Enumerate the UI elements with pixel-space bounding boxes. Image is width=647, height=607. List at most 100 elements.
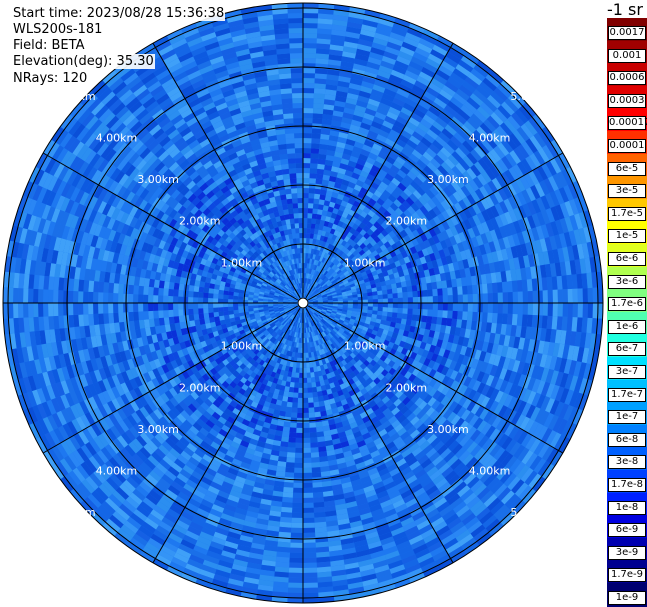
range-gate [462,140,474,153]
range-gate [372,299,378,303]
range-gate [257,467,268,475]
range-gate [204,555,220,565]
range-gate [322,485,333,492]
range-gate [352,452,363,460]
range-gate [291,407,298,413]
range-gate [329,315,335,319]
range-gate [265,363,272,370]
range-gate [418,495,431,507]
range-gate [94,508,109,523]
range-gate [331,166,340,173]
range-gate [73,485,88,501]
range-gate [442,310,448,319]
range-gate [313,264,318,271]
range-gate [543,178,555,194]
range-gate [381,201,390,211]
range-gate [187,332,194,341]
range-gate [384,458,396,468]
range-gate [329,217,336,224]
range-gate [305,306,310,312]
range-gate [323,286,329,291]
range-gate [457,286,463,295]
range-gate [367,130,379,139]
range-gate [307,305,313,308]
range-gate [344,169,354,177]
range-gate [305,283,308,289]
range-gate [340,61,354,69]
range-gate [343,392,351,399]
range-gate [321,420,329,427]
range-gate [196,405,206,415]
range-gate [542,145,555,161]
range-gate [313,198,320,205]
range-gate [324,216,331,223]
range-gate [426,161,438,173]
range-gate [437,223,446,233]
range-gate [542,445,555,461]
range-gate [376,490,389,500]
range-gate [424,254,432,263]
range-gate [303,337,306,343]
range-gate [513,220,522,234]
range-gate [299,307,302,313]
range-gate [441,84,456,97]
range-gate [324,265,330,271]
range-gate [507,358,516,371]
range-gate [438,112,451,125]
range-gate [472,176,484,189]
range-gate [316,33,332,40]
range-gate [271,596,288,603]
range-gate [324,159,334,167]
range-gate [231,458,243,467]
range-gate [550,370,559,385]
range-gate [147,401,158,412]
range-gate [207,394,217,404]
range-gate [332,412,341,419]
range-gate [385,279,392,286]
range-gate [219,485,232,495]
range-gate [321,309,327,312]
range-gate [357,406,366,415]
range-gate [357,502,370,511]
range-gate [371,270,378,277]
range-gate [378,578,395,588]
range-gate [336,310,343,314]
range-gate [430,172,441,183]
range-gate [338,527,352,536]
range-gate [398,340,406,348]
range-gate [477,158,490,171]
range-gate [292,347,296,353]
range-gate [447,310,453,319]
range-gate [333,318,339,323]
range-gate [352,297,358,301]
range-gate [424,230,433,240]
range-gate [325,346,331,353]
range-gate [83,385,93,399]
range-gate [287,318,292,324]
range-gate [168,532,183,544]
range-gate [300,312,302,318]
range-gate [299,367,303,373]
range-gate [252,486,264,494]
range-gate [354,493,367,502]
range-gate [540,264,547,278]
range-gate [331,376,338,383]
range-gate [376,331,383,338]
range-gate [282,321,288,327]
range-gate [522,102,537,118]
range-gate [385,320,392,327]
range-gate [371,432,381,442]
range-gate [313,282,318,287]
range-gate [422,151,434,162]
range-gate [304,293,307,299]
range-gate [578,227,587,244]
range-gate [488,241,497,253]
range-gate [228,445,238,454]
range-gate [294,382,299,388]
range-gate [246,562,262,570]
range-gate [500,490,515,505]
range-gate [409,351,418,360]
range-gate [135,529,151,543]
range-gate [284,339,289,346]
range-gate [291,351,296,358]
